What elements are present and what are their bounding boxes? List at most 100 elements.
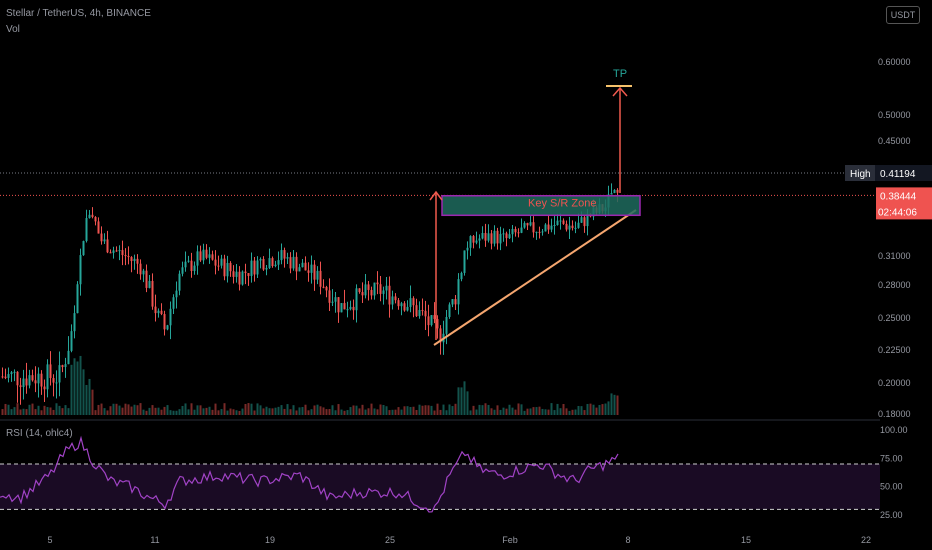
price-candle [184,261,187,268]
price-candle [133,258,136,262]
price-candle [226,262,229,277]
volume-bar [241,408,244,415]
volume-bar [154,407,157,415]
price-candle [97,221,100,234]
volume-bar [16,403,19,415]
volume-bar [259,405,262,415]
volume-bar [82,369,85,415]
volume-bar [451,406,454,415]
key-sr-zone-label: Key S/R Zone [528,198,596,210]
volume-bar [472,405,475,415]
volume-bar [568,410,571,415]
price-tick-label: 0.22500 [878,345,911,355]
rsi-band [0,464,880,510]
volume-bar [250,403,253,415]
volume-bar [172,410,175,415]
volume-bar [529,408,532,415]
volume-bar [88,378,91,415]
price-candle [514,228,517,233]
price-candle [13,371,16,373]
volume-bar [184,403,187,415]
volume-bar [517,403,520,415]
volume-bar [118,405,121,415]
price-candle [523,223,526,228]
volume-bar [28,404,31,415]
target-arrow-head [612,86,628,97]
volume-bar [583,410,586,415]
price-candle [52,378,55,383]
volume-bar [523,410,526,415]
volume-bar [160,409,163,415]
price-candle [214,259,217,266]
price-candle [322,286,325,288]
bar-countdown: 02:44:06 [878,207,917,218]
price-candle [121,250,124,256]
price-candle [151,280,154,307]
price-candle [328,290,331,303]
volume-bar [442,404,445,415]
volume-bar [559,408,562,415]
key-sr-zone [441,194,641,217]
volume-bar [553,410,556,415]
volume-bar [316,404,319,415]
volume-bar [313,405,316,415]
volume-bar [409,406,412,415]
volume-bar [439,409,442,415]
volume-bar [67,408,70,415]
volume-bar [343,410,346,415]
volume-bar [133,404,136,415]
volume-bar [589,403,592,415]
price-candle [28,375,31,386]
price-candle [547,224,550,230]
volume-bar [31,403,34,415]
price-candle [385,285,388,291]
volume-bar [424,405,427,415]
currency-button[interactable]: USDT [886,6,920,24]
price-candle [265,267,268,270]
price-candle [418,310,421,317]
price-candle [541,231,544,233]
price-candle [1,376,4,378]
rsi-tick-label: 100.00 [880,425,908,435]
volume-bar [373,408,376,415]
price-candle [550,225,553,230]
price-candle [454,299,457,305]
volume-bar [19,409,22,415]
volume-bar [166,405,169,415]
price-candle [70,331,73,351]
price-candle [484,232,487,241]
price-candle [436,319,439,329]
price-candle [469,236,472,248]
volume-bar [391,409,394,415]
price-candle [346,309,349,311]
volume-bar [73,358,76,415]
price-candle [580,217,583,223]
volume-bar [163,406,166,415]
price-candle [220,258,223,266]
volume-bar [52,409,55,415]
volume-bar [502,407,505,415]
price-candle [364,284,367,296]
symbol-title: Stellar / TetherUS, 4h, BINANCE [6,8,151,19]
volume-bar [43,405,46,415]
volume-bar [448,404,451,415]
price-candle [424,310,427,317]
rsi-tick-label: 75.00 [880,453,903,463]
price-candle [4,376,7,378]
volume-bar [613,394,616,415]
price-candle [142,270,145,275]
volume-bar [535,407,538,415]
price-candle [529,222,532,226]
volume-bar [334,410,337,415]
price-candle [526,223,529,226]
price-candle [232,271,235,277]
volume-bar [496,405,499,415]
price-candle [190,260,193,271]
volume-bar [418,404,421,415]
volume-bar [337,404,340,415]
volume-bar [616,395,619,415]
volume-bar [298,407,301,415]
volume-bar [34,409,37,415]
volume-bar [577,405,580,415]
